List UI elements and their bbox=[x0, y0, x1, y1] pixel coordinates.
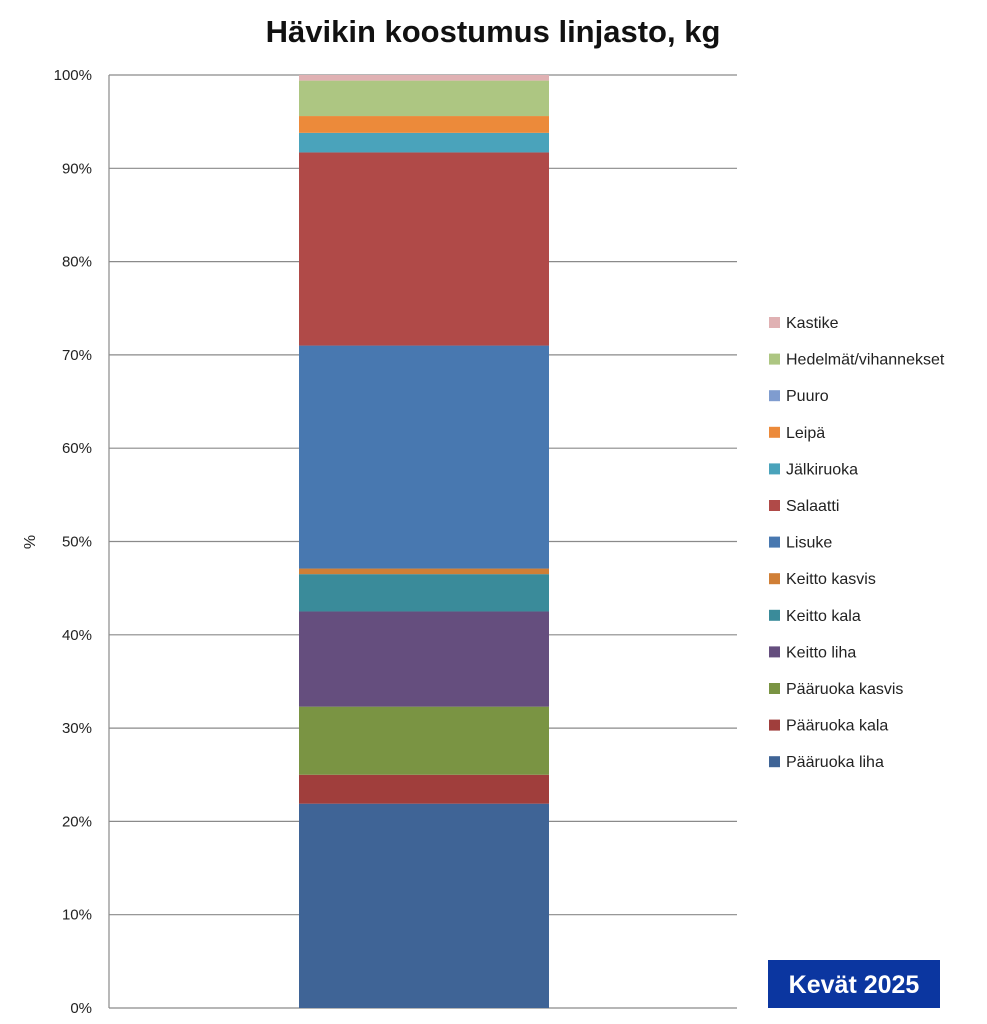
y-tick-label: 70% bbox=[62, 347, 92, 364]
y-tick-label: 0% bbox=[70, 1000, 92, 1017]
y-axis-label: % bbox=[22, 535, 39, 549]
legend-swatch-jälkiruoka bbox=[769, 463, 780, 475]
y-tick-label: 50% bbox=[62, 534, 92, 551]
legend-swatch-pääruoka-kasvis bbox=[769, 683, 780, 694]
legend-swatch-leipä bbox=[769, 426, 780, 438]
bar-segment-kastike bbox=[299, 75, 549, 81]
y-tick-label: 30% bbox=[62, 720, 92, 737]
y-tick-label: 90% bbox=[62, 160, 92, 177]
bar-segment-pääruoka-liha bbox=[299, 803, 549, 1008]
season-badge-label: Kevät 2025 bbox=[789, 971, 920, 999]
legend-label-salaatti: Salaatti bbox=[786, 498, 839, 515]
legend-swatch-puuro bbox=[769, 390, 780, 402]
legend-label-puuro: Puuro bbox=[786, 388, 829, 405]
y-tick-label: 10% bbox=[62, 907, 92, 924]
season-badge: Kevät 2025 bbox=[768, 960, 940, 1008]
legend-swatch-keitto-liha bbox=[769, 646, 780, 658]
legend-swatch-keitto-kasvis bbox=[769, 573, 780, 585]
bar-segment-jälkiruoka bbox=[299, 132, 549, 153]
legend-label-jälkiruoka: Jälkiruoka bbox=[786, 461, 858, 478]
legend-swatch-salaatti bbox=[769, 500, 780, 511]
legend-label-leipä: Leipä bbox=[786, 425, 825, 442]
legend-label-pääruoka-liha: Pääruoka liha bbox=[786, 754, 884, 771]
legend-label-keitto-liha: Keitto liha bbox=[786, 644, 856, 661]
y-tick-label: 100% bbox=[54, 67, 92, 84]
y-tick-label: 20% bbox=[62, 813, 92, 830]
legend-swatch-pääruoka-liha bbox=[769, 756, 780, 768]
legend-label-pääruoka-kasvis: Pääruoka kasvis bbox=[786, 681, 903, 698]
legend-swatch-keitto-kala bbox=[769, 609, 780, 621]
legend-swatch-lisuke bbox=[769, 536, 780, 548]
legend-swatch-hedelmät-vihannekset bbox=[769, 353, 780, 365]
legend: Kastike Hedelmät/vihannekset Puuro Leipä Jäl… bbox=[769, 315, 945, 771]
bar-segment-pääruoka-kala bbox=[299, 774, 549, 804]
bar-segment-keitto-kala bbox=[299, 574, 549, 612]
legend-swatch-kastike bbox=[769, 317, 780, 328]
bar-segment-keitto-liha bbox=[299, 611, 549, 707]
bar-segment-pääruoka-kasvis bbox=[299, 706, 549, 775]
bar-segment-hedelmät-vihannekset bbox=[299, 80, 549, 117]
y-tick-label: 60% bbox=[62, 440, 92, 457]
legend-label-hedelmät-vihannekset: Hedelmät/vihannekset bbox=[786, 352, 945, 369]
bar-segment-keitto-kasvis bbox=[299, 568, 549, 575]
bar-stack bbox=[299, 75, 549, 1008]
chart-title: Hävikin koostumus linjasto, kg bbox=[266, 14, 721, 49]
y-tick-label: 80% bbox=[62, 254, 92, 271]
legend-label-kastike: Kastike bbox=[786, 315, 839, 332]
bar-segment-salaatti bbox=[299, 152, 549, 346]
season-badge-box bbox=[768, 960, 940, 1008]
legend-label-keitto-kasvis: Keitto kasvis bbox=[786, 571, 876, 588]
y-tick-label: 40% bbox=[62, 627, 92, 644]
bar-segment-lisuke bbox=[299, 345, 549, 569]
legend-label-lisuke: Lisuke bbox=[786, 535, 832, 552]
legend-swatch-pääruoka-kala bbox=[769, 719, 780, 731]
legend-label-pääruoka-kala: Pääruoka kala bbox=[786, 718, 888, 735]
y-axis-ticks: 0% 10% 20% 30% 40% 50% 60% 70% 80% 90% 100% bbox=[54, 67, 92, 1017]
legend-label-keitto-kala: Keitto kala bbox=[786, 608, 861, 625]
bar-segment-leipä bbox=[299, 116, 549, 133]
